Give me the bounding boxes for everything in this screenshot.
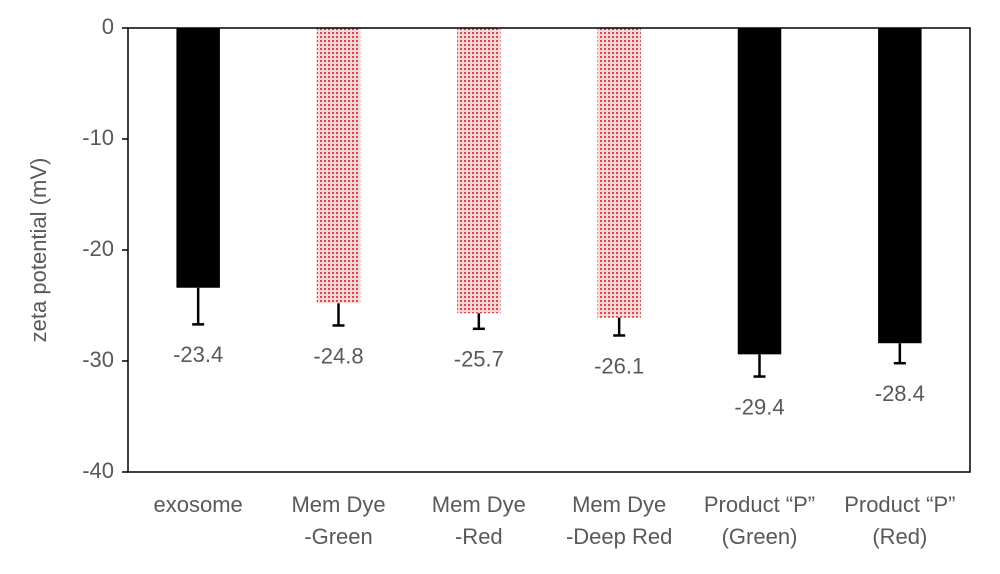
bar xyxy=(878,28,922,344)
plot-frame xyxy=(127,27,971,473)
x-tick-label: Mem Dye xyxy=(432,492,526,517)
value-label: -28.4 xyxy=(875,381,925,406)
bar xyxy=(597,28,641,318)
bar xyxy=(316,28,361,304)
x-tick-label: Mem Dye xyxy=(291,492,385,517)
x-tick-label: -Green xyxy=(304,524,372,549)
bar xyxy=(457,28,501,314)
x-tick-label: (Red) xyxy=(872,524,927,549)
x-tick-label: -Deep Red xyxy=(566,524,672,549)
value-label: -23.4 xyxy=(173,342,223,367)
x-tick-label: -Red xyxy=(455,524,503,549)
y-tick-label: -30 xyxy=(82,347,114,372)
value-label: -26.1 xyxy=(594,353,644,378)
y-tick-label: -20 xyxy=(82,236,114,261)
bar xyxy=(737,28,782,355)
x-tick-label: exosome xyxy=(154,492,243,517)
value-label: -29.4 xyxy=(734,394,784,419)
bar xyxy=(176,28,220,288)
x-tick-label: Product “P” xyxy=(704,492,815,517)
value-label: -25.7 xyxy=(454,347,504,372)
y-tick-label: -40 xyxy=(82,458,114,483)
x-tick-label: Mem Dye xyxy=(572,492,666,517)
x-tick-label: (Green) xyxy=(722,524,798,549)
x-tick-label: Product “P” xyxy=(844,492,955,517)
y-tick-label: -10 xyxy=(82,125,114,150)
y-axis-label: zeta potential (mV) xyxy=(26,158,51,343)
value-label: -24.8 xyxy=(313,343,363,368)
y-tick-label: 0 xyxy=(102,14,114,39)
